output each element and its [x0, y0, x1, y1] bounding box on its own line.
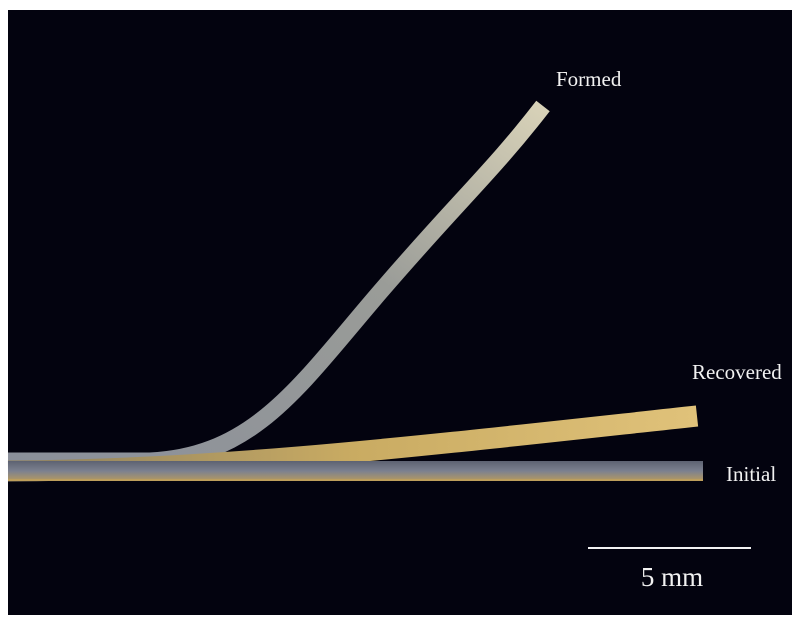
recovered-label: Recovered [692, 360, 782, 384]
initial-strip [8, 461, 703, 481]
background [8, 10, 792, 615]
scale-bar-label: 5 mm [641, 562, 703, 592]
formed-strip [8, 100, 550, 470]
formed-label: Formed [556, 67, 622, 91]
initial-label: Initial [726, 462, 776, 486]
